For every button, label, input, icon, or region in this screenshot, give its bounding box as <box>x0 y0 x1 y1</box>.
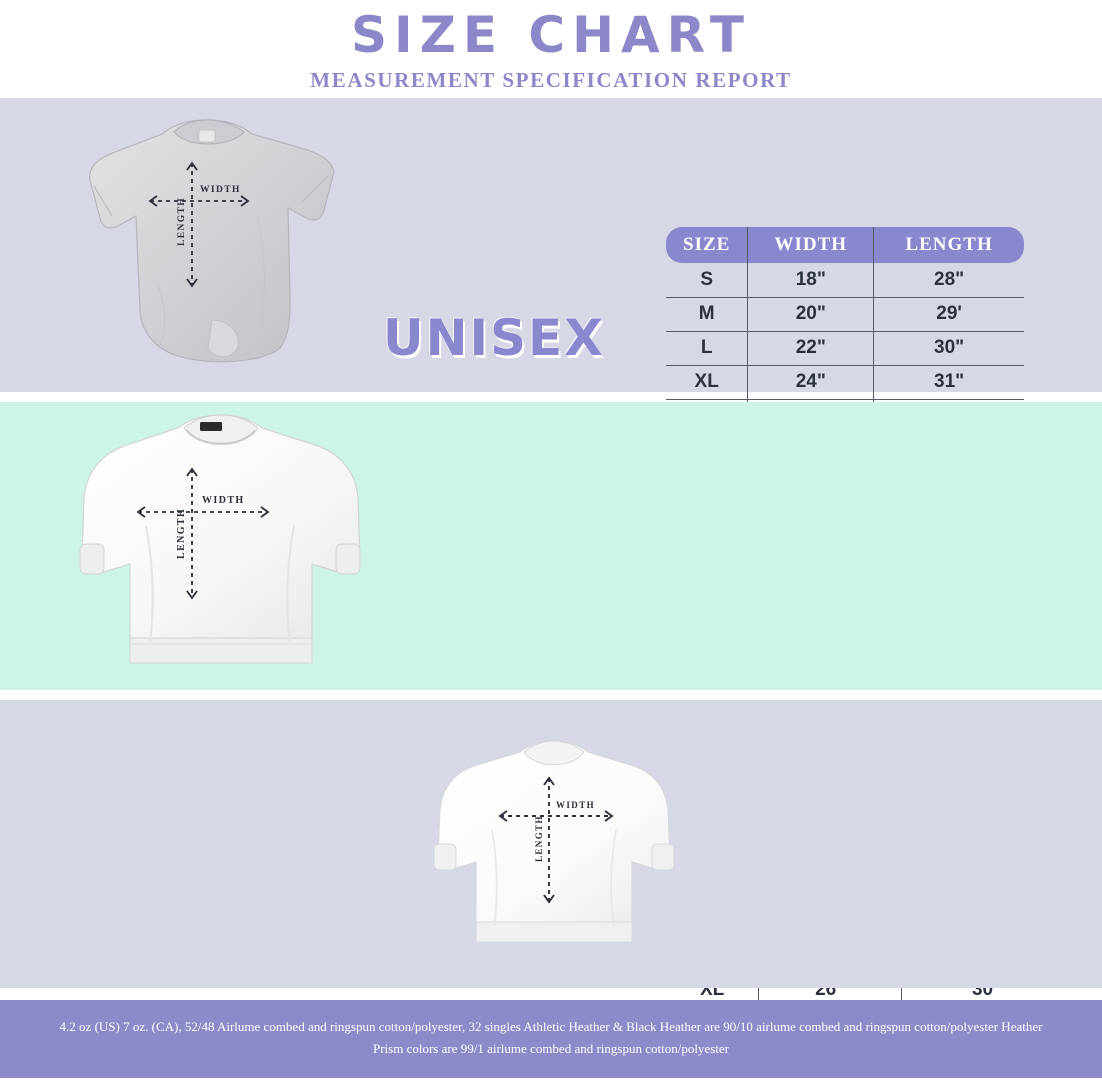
table-row: S 18" 28" <box>666 263 1024 298</box>
table-row: M 20" 29' <box>666 297 1024 332</box>
table-row: XL 24" 31" <box>666 365 1024 400</box>
footer-band: 4.2 oz (US) 7 oz. (CA), 52/48 Airlume co… <box>0 1000 1102 1078</box>
cell-length: 30" <box>873 331 1024 366</box>
fabric-composition-note: 4.2 oz (US) 7 oz. (CA), 52/48 Airlume co… <box>59 1019 1043 1056</box>
unisex-tshirt-illustration: WIDTH LENGTH <box>89 119 335 363</box>
band-divider <box>0 392 1102 402</box>
section-sweatshirt: WIDTH LENGTH SWEATSHIRT SIZE WIDTH LENGT… <box>0 402 1102 1042</box>
column-header-width: WIDTH <box>747 227 875 263</box>
kids-sweatshirt-illustration: WIDTH LENGTH <box>433 740 675 943</box>
cell-width: 20" <box>747 297 875 332</box>
cell-size: L <box>666 331 749 366</box>
cell-length: 29' <box>873 297 1024 332</box>
table-header-row: SIZE WIDTH LENGTH <box>666 227 1024 263</box>
width-label: WIDTH <box>202 495 245 506</box>
cell-width: 24" <box>747 365 875 400</box>
width-label: WIDTH <box>200 185 241 195</box>
cell-width: 18" <box>747 263 875 298</box>
column-header-size: SIZE <box>666 227 749 263</box>
page-header: SIZE CHART MEASUREMENT SPECIFICATION REP… <box>0 0 1102 98</box>
length-label: LENGTH <box>176 508 187 559</box>
adult-sweatshirt-illustration: WIDTH LENGTH <box>79 414 361 664</box>
band-divider <box>0 690 1102 700</box>
width-label: WIDTH <box>556 800 595 810</box>
table-row: L 22" 30" <box>666 331 1024 366</box>
column-header-length: LENGTH <box>873 227 1024 263</box>
section-kids: TODDLER SWEATSHIRT YOUTH SWEATSHIRT <box>0 700 1102 988</box>
cell-length: 31" <box>873 365 1024 400</box>
cell-size: S <box>666 263 749 298</box>
cell-size: XL <box>666 365 749 400</box>
cell-length: 28" <box>873 263 1024 298</box>
length-label: LENGTH <box>534 815 544 862</box>
heading-unisex: UNISEX <box>383 309 605 367</box>
page-title: SIZE CHART <box>350 5 752 64</box>
length-label: LENGTH <box>177 197 187 246</box>
cell-size: M <box>666 297 749 332</box>
cell-width: 22" <box>747 331 875 366</box>
page-subtitle: MEASUREMENT SPECIFICATION REPORT <box>310 67 792 92</box>
